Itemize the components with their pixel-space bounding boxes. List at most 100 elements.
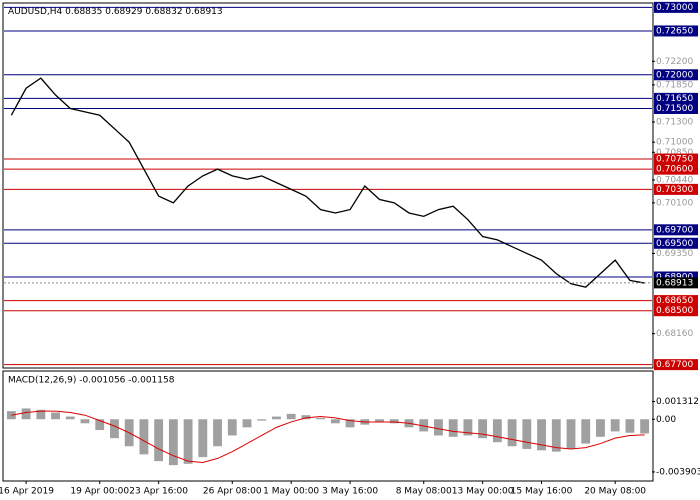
- macd-bar: [257, 419, 267, 421]
- macd-bar: [51, 412, 60, 420]
- level-label-box: [654, 1, 698, 13]
- level-label-box: [654, 237, 698, 249]
- level-label-box: [654, 295, 698, 307]
- macd-bar: [522, 419, 532, 449]
- macd-bar: [419, 419, 429, 432]
- level-label-box: [654, 359, 698, 371]
- macd-bar: [551, 419, 561, 452]
- level-label: 0.71500: [656, 104, 693, 114]
- x-tick-label: 16 Apr 2019: [0, 487, 54, 497]
- level-label: 0.69700: [656, 225, 693, 235]
- level-label: 0.71650: [656, 94, 693, 104]
- macd-bar: [537, 419, 546, 451]
- symbol: AUDUSD,H4: [8, 7, 63, 17]
- macd-bar: [581, 419, 591, 444]
- macd-bar: [448, 419, 458, 437]
- macd-bar: [301, 415, 311, 420]
- symbol-header: AUDUSD,H4 0.68835 0.68929 0.68832 0.6891…: [8, 7, 223, 17]
- ohlc-close: 0.68913: [185, 7, 222, 17]
- x-tick-label: 13 May 00:00: [452, 487, 514, 497]
- macd-bar: [154, 419, 164, 462]
- macd-bar: [316, 417, 326, 420]
- x-tick-label: 23 Apr 16:00: [129, 487, 188, 497]
- x-tick-label: 19 Apr 00:00: [70, 487, 129, 497]
- level-label: 0.73000: [656, 3, 693, 13]
- level-label-box: [654, 69, 698, 81]
- level-label-box: [654, 25, 698, 37]
- macd-bar: [95, 419, 105, 431]
- level-label: 0.70300: [656, 185, 693, 195]
- level-label-box: [654, 183, 698, 195]
- macd-bar: [507, 419, 517, 447]
- macd-bar: [434, 419, 443, 436]
- x-tick-label: 8 May 08:00: [396, 487, 452, 497]
- level-label: 0.70750: [656, 155, 693, 165]
- macd-bar: [36, 409, 46, 420]
- macd-bar: [640, 419, 650, 434]
- y-tick-label: 0.001312: [656, 397, 699, 407]
- macd-bar: [242, 419, 252, 428]
- y-tick-label: 0.68160: [656, 329, 693, 339]
- signal-line: [11, 410, 645, 463]
- y-tick-label: 0.00: [656, 415, 676, 425]
- macd-pane: [2, 370, 654, 482]
- macd-bar: [596, 419, 605, 437]
- level-label: 0.67700: [656, 360, 693, 370]
- x-tick-label: 1 May 00:00: [263, 487, 319, 497]
- last-price-label: 0.68913: [656, 278, 693, 288]
- level-label-box: [654, 305, 698, 317]
- macd-bar: [610, 419, 620, 432]
- macd-bar: [272, 416, 281, 420]
- y-tick-label: 0.70100: [656, 198, 693, 208]
- ohlc-open: 0.68835: [65, 7, 102, 17]
- level-label: 0.72000: [656, 70, 693, 80]
- macd-bar: [110, 419, 119, 439]
- macd-bar: [330, 419, 340, 424]
- macd-bar: [198, 419, 208, 458]
- macd-title: MACD(12,26,9) -0.001056 -0.001158: [8, 376, 175, 386]
- price-pane: [2, 2, 654, 369]
- level-label: 0.68650: [656, 296, 693, 306]
- level-label: 0.68500: [656, 306, 693, 316]
- x-tick-label: 20 May 08:00: [584, 487, 646, 497]
- y-tick-label: 0.69350: [656, 249, 693, 259]
- level-label-box: [654, 153, 698, 165]
- macd-bar: [478, 419, 488, 439]
- level-label-box: [654, 224, 698, 236]
- price-line: [10, 77, 645, 288]
- macd-bar: [227, 419, 237, 436]
- macd-bar: [183, 419, 193, 464]
- macd-bar: [168, 419, 178, 466]
- y-tick-label: -0.003903: [656, 467, 700, 477]
- macd-bar: [80, 419, 90, 424]
- x-tick-label: 26 Apr 08:00: [203, 487, 262, 497]
- level-label: 0.69500: [656, 239, 693, 249]
- macd-bar: [463, 419, 473, 436]
- level-label-box: [654, 102, 698, 114]
- macd-bar: [566, 419, 576, 449]
- y-tick-label: 0.71000: [656, 138, 693, 148]
- macd-bar: [139, 419, 149, 455]
- level-label-box: [654, 163, 698, 175]
- level-label-box: [654, 92, 698, 104]
- level-label: 0.70600: [656, 165, 693, 175]
- level-label-box: [654, 271, 698, 283]
- x-tick-label: 3 May 16:00: [322, 487, 378, 497]
- macd-bar: [375, 419, 384, 422]
- y-tick-label: 0.72200: [656, 57, 693, 67]
- macd-bar: [625, 419, 635, 433]
- last-price-box: [654, 277, 698, 289]
- macd-bar: [65, 416, 75, 420]
- y-tick-label: 0.70440: [656, 175, 693, 185]
- ohlc-high: 0.68929: [105, 7, 142, 17]
- macd-bar: [213, 419, 222, 447]
- y-tick-label: 0.71300: [656, 117, 693, 127]
- macd-bar: [389, 419, 399, 424]
- x-tick-label: 15 May 16:00: [511, 487, 573, 497]
- macd-bar: [345, 419, 355, 428]
- y-tick-label: 0.71850: [656, 80, 693, 90]
- macd-bar: [492, 419, 502, 443]
- macd-bar: [21, 408, 31, 420]
